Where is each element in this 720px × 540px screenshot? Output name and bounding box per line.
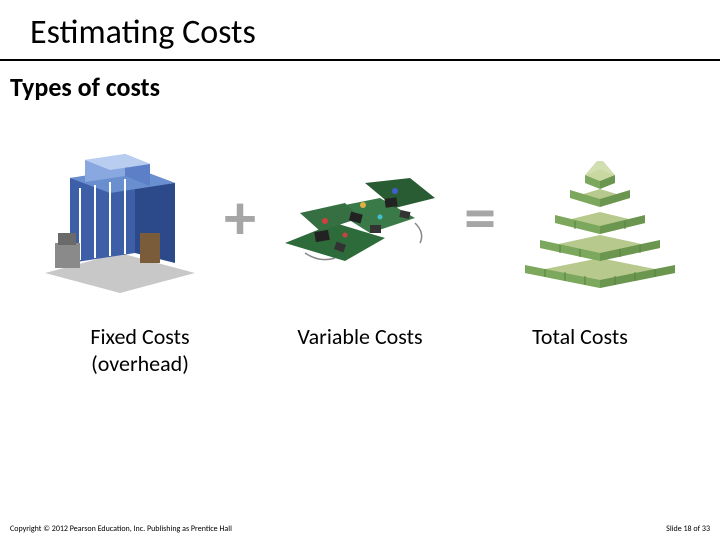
slide-number: Slide 18 of 33 — [666, 524, 710, 534]
slide-title: Estimating Costs — [30, 12, 720, 53]
variable-costs-label: Variable Costs — [260, 323, 460, 377]
circuit-parts-icon — [275, 133, 445, 303]
money-pyramid-icon — [515, 133, 685, 303]
slide-footer: Copyright © 2012 Pearson Education, Inc.… — [10, 524, 710, 534]
copyright-text: Copyright © 2012 Pearson Education, Inc.… — [10, 524, 232, 534]
slide-subtitle: Types of costs — [10, 71, 720, 103]
fixed-costs-label: Fixed Costs (overhead) — [40, 323, 240, 377]
equation-row: + = — [0, 103, 720, 313]
plus-operator: + — [215, 186, 265, 250]
factory-icon — [35, 133, 205, 303]
labels-row: Fixed Costs (overhead) Variable Costs To… — [0, 313, 720, 377]
total-costs-label: Total Costs — [480, 323, 680, 377]
equals-operator: = — [455, 186, 505, 250]
